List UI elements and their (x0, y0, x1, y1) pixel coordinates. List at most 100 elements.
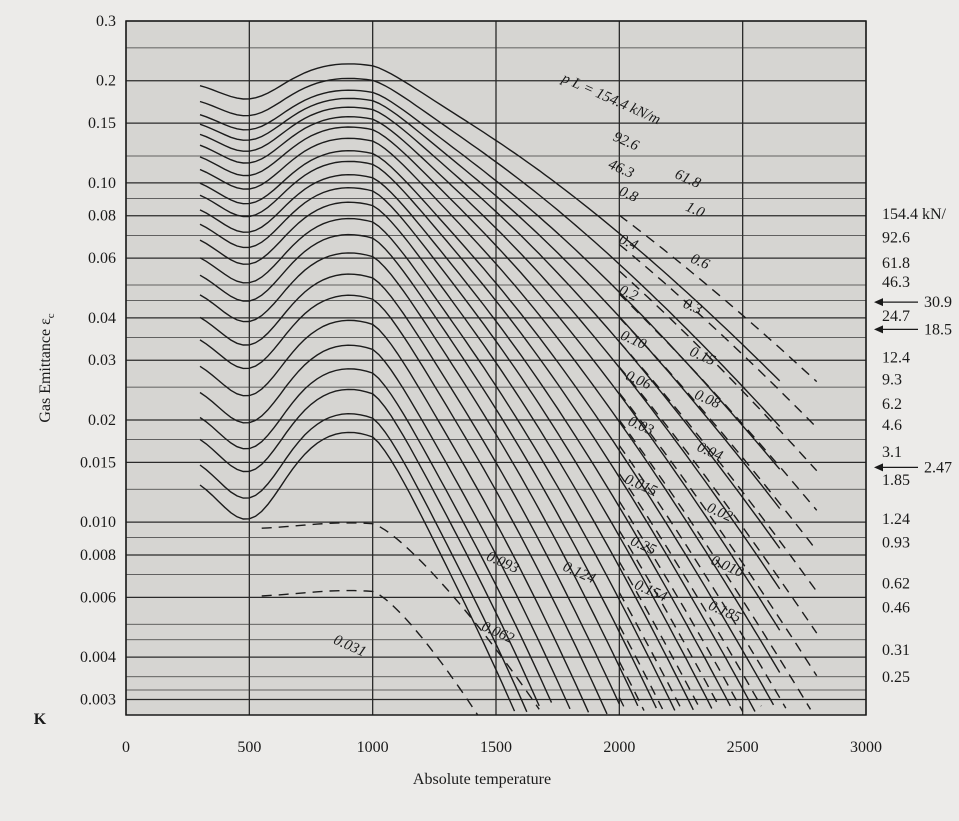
y-tick-label: 0.008 (80, 547, 116, 564)
svg-text:Gas Emittance εc: Gas Emittance εc (37, 313, 57, 422)
y-tick-label: 0.006 (80, 589, 116, 606)
right-label: 6.2 (882, 396, 902, 413)
curve-label: 0.6 (688, 251, 712, 273)
emittance-curve-dashed (618, 293, 818, 511)
arrow-head (874, 325, 883, 334)
emittance-curve-dashed (618, 366, 818, 634)
right-label: 92.6 (882, 230, 910, 247)
emittance-curve (199, 160, 756, 712)
curve-label: 1.0 (683, 199, 707, 221)
emittance-curve-dashed (618, 473, 762, 707)
grid-lines (125, 20, 867, 715)
emittance-curve (199, 77, 781, 427)
emittance-curve (199, 252, 639, 707)
right-label: 46.3 (882, 274, 910, 291)
y-tick-label: 0.010 (80, 514, 116, 531)
y-tick-label: 0.08 (88, 208, 116, 225)
y-axis-label-group: Gas Emittance εc (37, 313, 57, 422)
right-label: 1.24 (882, 511, 910, 528)
emittance-curve-dashed (618, 697, 627, 711)
emittance-curve (199, 186, 713, 709)
x-unit-label: K (34, 711, 47, 728)
emittance-curve (199, 106, 781, 549)
y-tick-label: 0.06 (88, 250, 116, 267)
y-axis-label-subscript: c (45, 313, 57, 318)
y-tick-label: 0.004 (80, 649, 116, 666)
right-labels: 154.4 kN/92.6 61.8 46.3 24.7 12.4 9.3 6.2 4.6 3.… (882, 206, 947, 686)
emittance-curve (199, 201, 694, 711)
curve-label: 0.8 (617, 184, 641, 206)
emittance-curve (199, 115, 781, 590)
right-label: 9.3 (882, 372, 902, 389)
emittance-curve-dashed (618, 214, 818, 383)
emittance-curve-dashed (618, 561, 701, 709)
plot-frame (125, 20, 867, 716)
right-label: 24.7 (882, 308, 910, 325)
arrow-labels: 30.9 18.5 2.47 (874, 294, 952, 476)
y-tick-label: 0.03 (88, 352, 116, 369)
emittance-curve-dashed (618, 419, 812, 710)
arrow-head (874, 463, 883, 472)
y-axis-label: Gas Emittance ε (37, 318, 54, 423)
curve-label: 0.2 (617, 282, 641, 304)
right-label: 0.46 (882, 600, 910, 617)
curve-label: 0.3 (681, 296, 705, 318)
right-label: 154.4 kN/ (882, 206, 947, 223)
right-label: 12.4 (882, 349, 910, 366)
emittance-curve (199, 344, 571, 710)
y-tick-label: 0.3 (96, 13, 116, 30)
emittance-curve (199, 149, 775, 706)
y-tick-label: 0.10 (88, 175, 116, 192)
y-tick-label: 0.003 (80, 691, 116, 708)
x-tick-label: 2500 (727, 739, 759, 756)
x-axis-label: Absolute temperature (413, 771, 551, 788)
emittance-curve (199, 294, 608, 715)
emittance-curve (199, 97, 781, 509)
y-tick-label: 0.02 (88, 412, 116, 429)
emittance-curve (199, 273, 620, 705)
arrow-label: 18.5 (924, 321, 952, 338)
emittance-curve-dashed (618, 341, 818, 592)
x-tick-label: 1000 (357, 739, 389, 756)
y-tick-label: 0.15 (88, 115, 116, 132)
y-tick-label: 0.2 (96, 73, 116, 90)
emittance-curve-dashed (618, 392, 818, 677)
emittance-curve-dashed (261, 589, 479, 716)
y-tick-label: 0.04 (88, 310, 116, 327)
emittance-curve (199, 319, 590, 713)
emittance-curve (199, 173, 731, 707)
right-label: 0.62 (882, 575, 910, 592)
right-label: 0.25 (882, 669, 910, 686)
arrow-head (874, 298, 883, 307)
x-tick-label: 3000 (850, 739, 882, 756)
right-label: 61.8 (882, 255, 910, 272)
emittance-curve-dashed (618, 270, 818, 472)
y-tick-label: 0.015 (80, 454, 116, 471)
x-tick-labels: 0 500 1000 1500 2000 2500 3000 (122, 739, 882, 756)
curve-label: 0.4 (617, 232, 641, 254)
emittance-curve-dashed (618, 500, 744, 712)
emittance-curve (199, 388, 540, 707)
emittance-curve-dashed (618, 592, 682, 709)
right-label: 0.93 (882, 535, 910, 552)
emittance-curve (199, 137, 781, 673)
emittance-curve (199, 368, 553, 703)
right-label: 4.6 (882, 417, 902, 434)
emittance-curve (199, 412, 528, 713)
x-tick-label: 0 (122, 739, 130, 756)
right-label: 0.31 (882, 642, 910, 659)
emittance-curve-dashed (618, 661, 645, 711)
x-tick-label: 500 (237, 739, 261, 756)
right-label: 1.85 (882, 472, 910, 489)
x-tick-label: 2000 (603, 739, 635, 756)
right-label: 3.1 (882, 444, 902, 461)
emittance-curve (199, 126, 781, 631)
emittance-curve (199, 217, 676, 711)
x-tick-label: 1500 (480, 739, 512, 756)
emittance-curve-dashed (618, 243, 818, 428)
emittance-curve (199, 63, 781, 382)
emittance-curve-dashed (618, 445, 787, 709)
emittance-curve (199, 431, 516, 712)
y-tick-labels: 0.3 0.2 0.15 0.10 0.08 0.06 0.04 0.03 0.02 0.015 0… (80, 13, 116, 708)
